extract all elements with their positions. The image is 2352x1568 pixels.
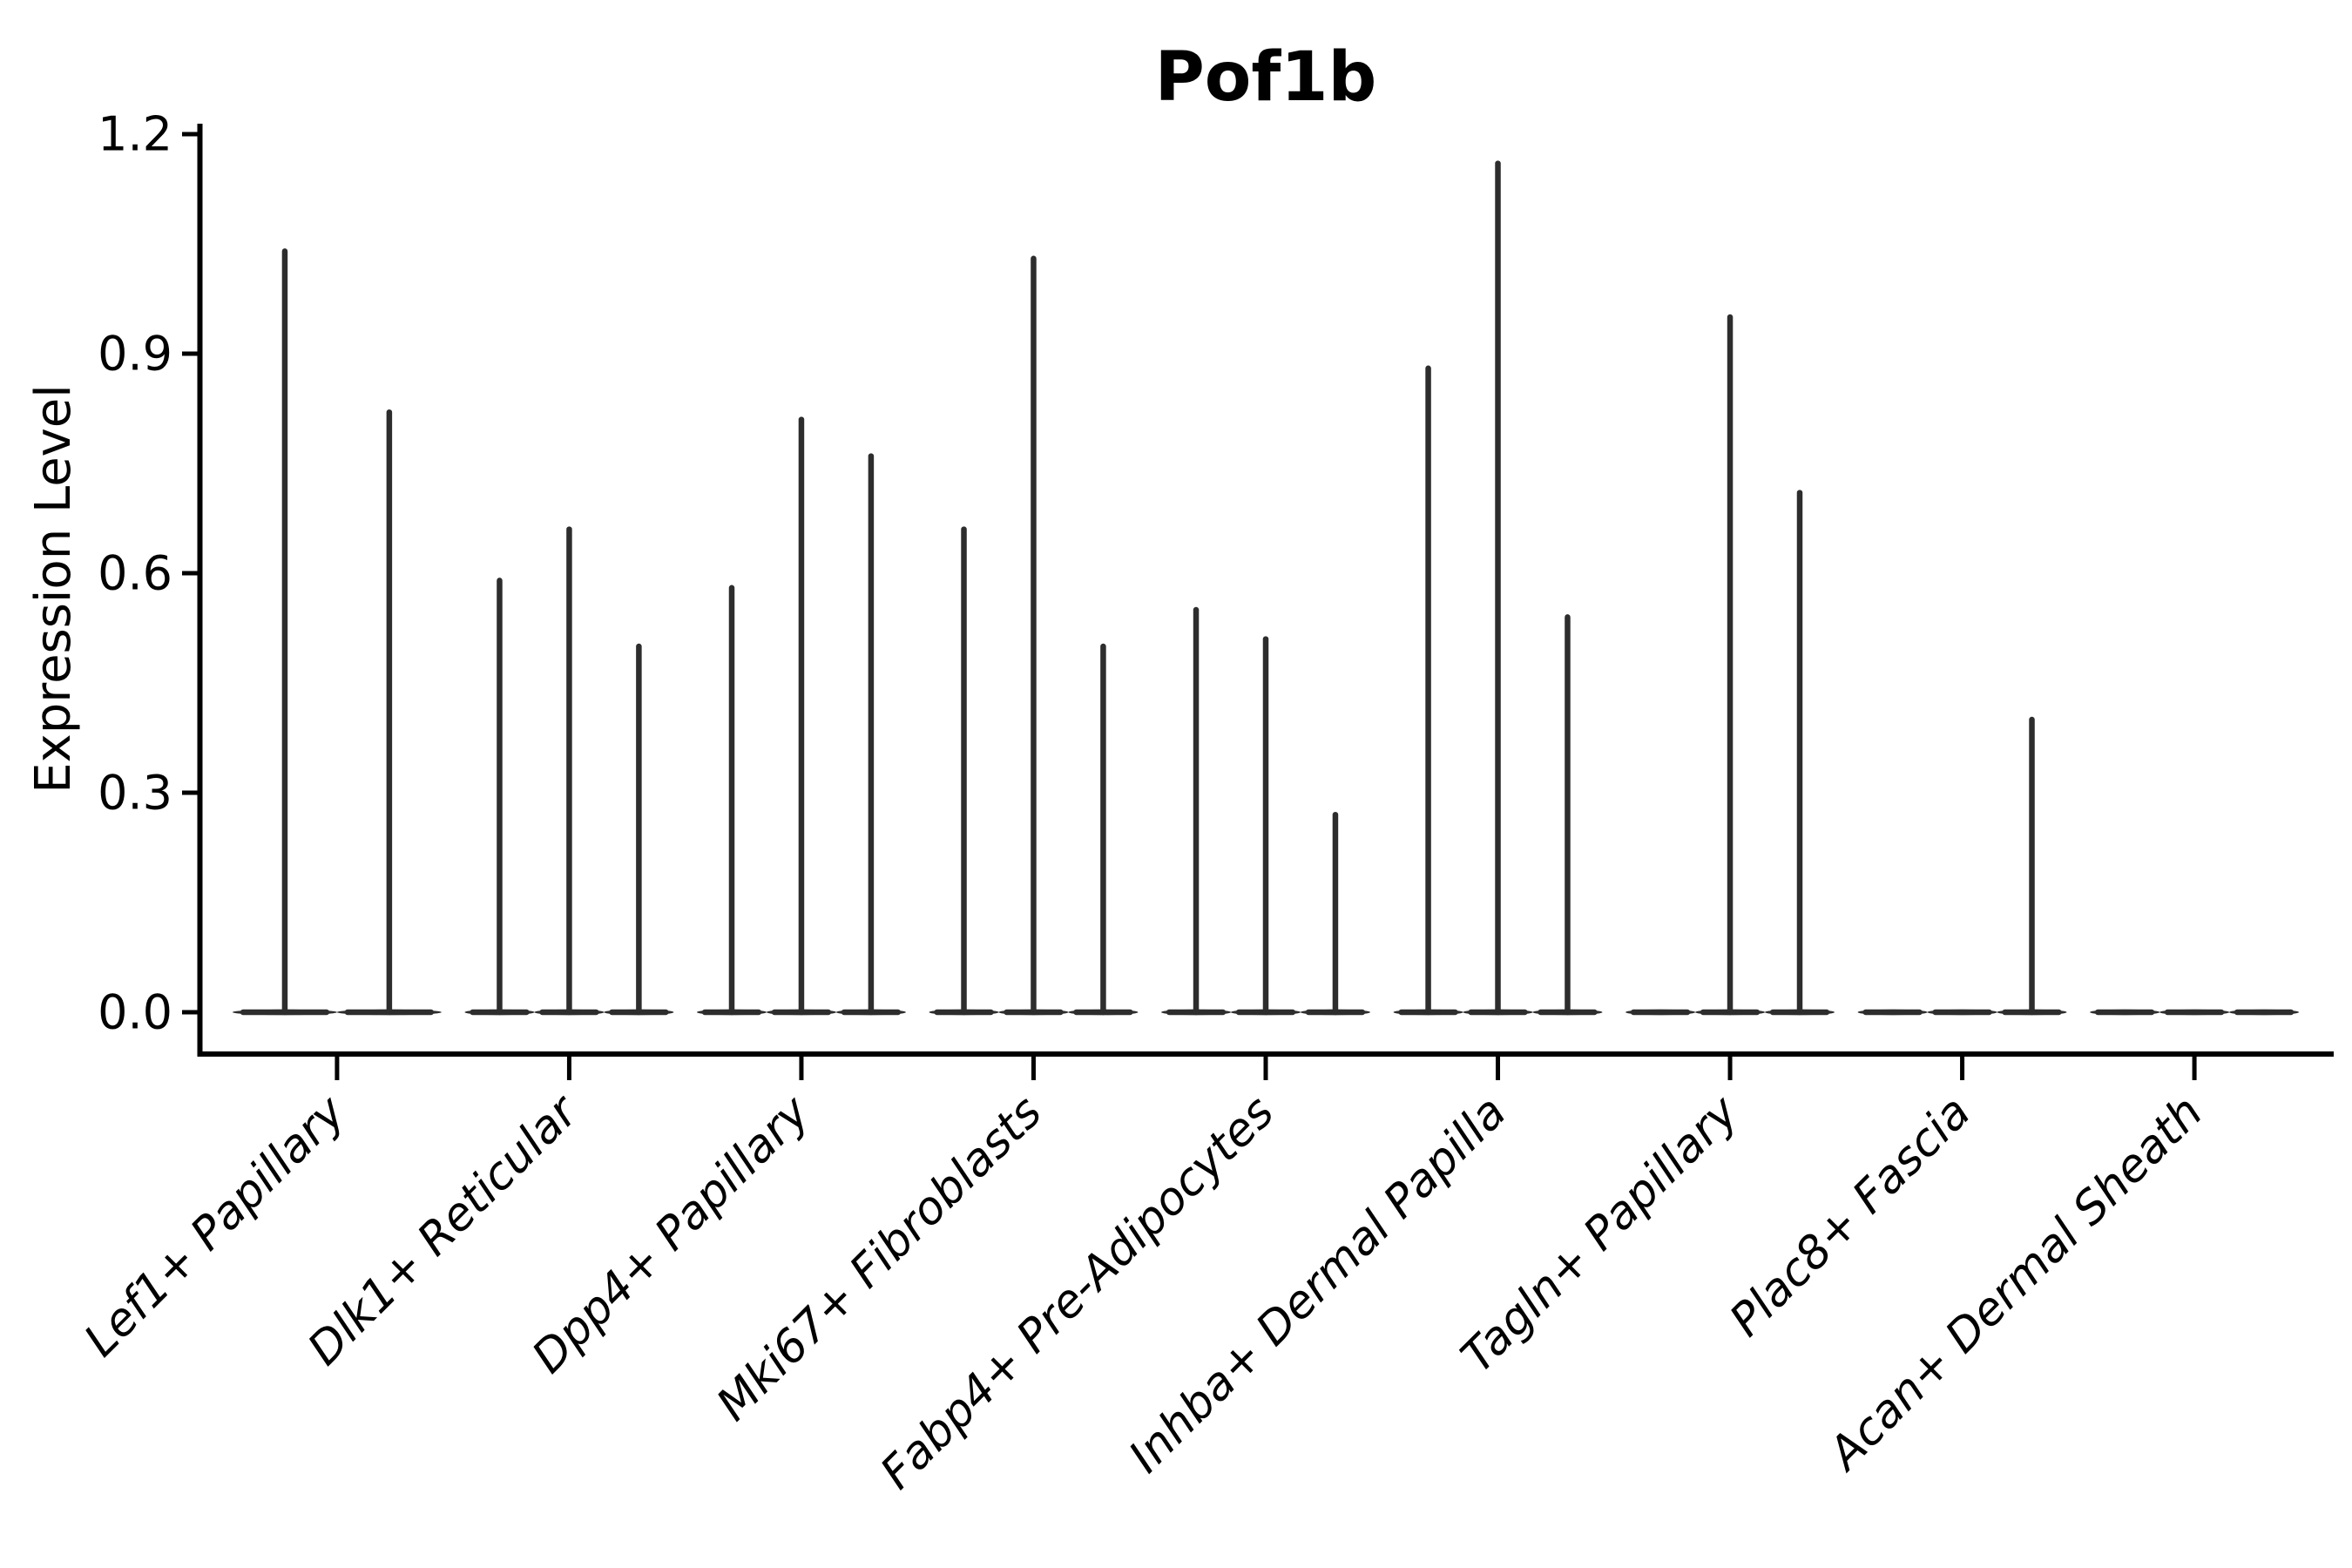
violin-body xyxy=(2165,1009,2225,1016)
x-tick-label: Fabp4+ Pre-Adipocytes xyxy=(871,1086,1285,1500)
violin-body xyxy=(1631,1009,1691,1016)
y-tick-label: 0.0 xyxy=(98,985,172,1040)
chart-title: Pof1b xyxy=(1155,38,1377,117)
y-ticks-layer: 0.0 0.3 0.6 0.9 1.2 xyxy=(98,107,199,1040)
violins-layer xyxy=(232,160,2300,1016)
violin-body xyxy=(2095,1009,2155,1016)
x-tick-label: Acan+ Dermal Sheath xyxy=(1817,1086,2213,1482)
violin-body xyxy=(1932,1009,1992,1016)
y-tick-label: 1.2 xyxy=(98,107,172,162)
y-tick-label: 0.9 xyxy=(98,327,172,382)
violin-body xyxy=(1862,1009,1923,1016)
y-axis-label: Expression Level xyxy=(25,384,82,794)
y-tick-label: 0.6 xyxy=(98,546,172,601)
x-tick-label: Plac8+ Fascia xyxy=(1720,1086,1980,1347)
axes-layer xyxy=(197,124,2334,1057)
y-tick-label: 0.3 xyxy=(98,766,172,821)
violin-body xyxy=(2234,1009,2295,1016)
x-tick-label: Inhba+ Dermal Papilla xyxy=(1119,1086,1517,1484)
